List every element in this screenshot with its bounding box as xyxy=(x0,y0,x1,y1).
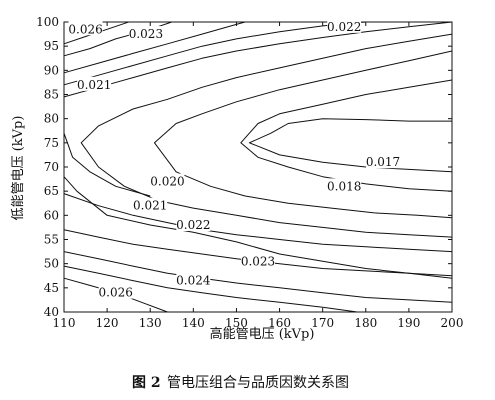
contour-label-bg xyxy=(327,18,362,33)
x-tick-label: 110 xyxy=(53,316,76,330)
contour-line xyxy=(154,50,453,219)
contour-label-bg xyxy=(128,26,163,41)
figure-caption: 管电压组合与品质因数关系图 xyxy=(167,375,349,391)
contour-line xyxy=(63,251,453,303)
contour-label: 0.026 xyxy=(68,22,102,36)
x-tick-label: 150 xyxy=(225,316,248,330)
contour-label: 0.021 xyxy=(77,78,111,92)
contour-line xyxy=(63,265,358,313)
x-tick-label: 130 xyxy=(139,316,162,330)
contour-line xyxy=(63,21,453,98)
x-tick-label: 190 xyxy=(397,316,420,330)
contour-label: 0.021 xyxy=(133,199,167,213)
x-tick-label: 180 xyxy=(354,316,377,330)
contour-line xyxy=(63,21,366,86)
figure-number: 图 2 xyxy=(132,375,161,391)
y-tick-label: 55 xyxy=(44,233,59,247)
contour-label: 0.018 xyxy=(327,179,361,193)
x-tick-label: 170 xyxy=(311,316,334,330)
x-tick-label: 160 xyxy=(268,316,291,330)
contour-label-bg xyxy=(366,154,401,169)
contour-line xyxy=(63,229,453,277)
y-tick-label: 50 xyxy=(44,257,59,271)
contour-label: 0.022 xyxy=(327,20,361,34)
x-tick-label: 140 xyxy=(182,316,205,330)
contour-line xyxy=(63,193,453,253)
contour-label-bg xyxy=(176,272,211,287)
y-tick-label: 90 xyxy=(44,63,59,77)
contour-label: 0.024 xyxy=(176,274,211,288)
contour-label: 0.022 xyxy=(176,218,210,232)
contour-label: 0.020 xyxy=(150,175,184,189)
y-tick-label: 60 xyxy=(44,208,59,222)
contour-label-bg xyxy=(150,173,185,188)
contour-label-bg xyxy=(98,284,133,299)
y-axis-title: 低能管电压 (kVp) xyxy=(11,116,26,221)
x-axis-title: 高能管电压 (kVp) xyxy=(210,326,315,342)
contour-label-bg xyxy=(133,197,168,212)
y-tick-label: 40 xyxy=(44,305,59,319)
contour-label: 0.023 xyxy=(129,27,163,41)
y-tick-label: 75 xyxy=(44,136,59,150)
contour-label-bg xyxy=(327,178,362,193)
axes: 110 120 130 140 150 160 170 180 190 200 40 45 50 55 60… xyxy=(36,15,463,330)
contour-line xyxy=(63,21,246,74)
y-tick-label: 45 xyxy=(44,281,59,295)
contour-label: 0.026 xyxy=(99,286,133,300)
x-tick-label: 200 xyxy=(441,316,464,330)
contour-label-bg xyxy=(68,21,103,36)
contour-label-bg xyxy=(176,217,211,231)
contour-label-bg xyxy=(241,253,275,268)
contour-line xyxy=(63,133,151,197)
contour-label: 0.023 xyxy=(241,254,275,268)
contour-line xyxy=(80,33,453,238)
y-tick-label: 70 xyxy=(44,160,59,174)
x-tick-label: 120 xyxy=(96,316,119,330)
contour-line xyxy=(240,79,453,192)
y-tick-label: 100 xyxy=(36,15,59,29)
contour-labels: 0.026 0.023 0.022 0.021 0.021 0.020 0.018 0.017… xyxy=(68,18,401,300)
contour-line xyxy=(63,176,453,279)
y-tick-label: 85 xyxy=(44,88,59,102)
contour-label: 0.017 xyxy=(366,155,400,169)
y-tick-label: 65 xyxy=(44,184,59,198)
y-tick-label: 80 xyxy=(44,112,59,126)
y-tick-label: 95 xyxy=(44,39,59,53)
contour-label-bg xyxy=(77,76,112,91)
